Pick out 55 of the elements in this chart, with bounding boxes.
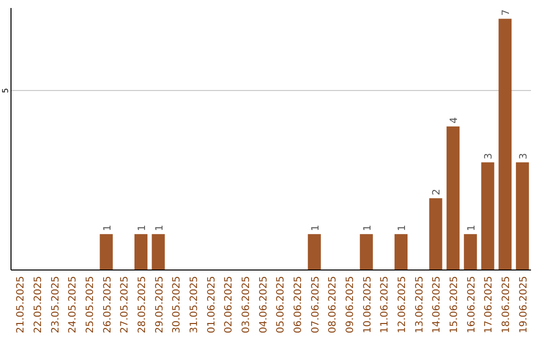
- x-tick-label: 08.06.2025: [328, 276, 339, 334]
- data-label: 2: [432, 188, 443, 196]
- x-tick-label: 17.06.2025: [484, 276, 495, 334]
- x-tick-label: 05.06.2025: [276, 276, 287, 334]
- data-label: 1: [136, 224, 148, 232]
- x-tick-label: 14.06.2025: [432, 276, 443, 334]
- x-tick-label: 28.05.2025: [136, 276, 148, 334]
- x-tick-label: 18.06.2025: [501, 276, 512, 334]
- data-label: 1: [397, 224, 408, 232]
- data-label: 1: [102, 224, 114, 232]
- bar: [464, 234, 477, 270]
- x-tick-label: 24.05.2025: [68, 276, 79, 334]
- x-tick-label: 15.06.2025: [449, 276, 460, 334]
- x-tick-label: 23.05.2025: [50, 276, 62, 334]
- bar: [481, 162, 494, 270]
- x-tick-label: 06.06.2025: [293, 276, 304, 334]
- x-tick-label: 11.06.2025: [380, 276, 391, 334]
- x-tick-label: 25.05.2025: [84, 276, 96, 334]
- x-tick-label: 01.06.2025: [206, 276, 218, 334]
- x-tick-label: 09.06.2025: [345, 276, 356, 334]
- bar: [308, 234, 321, 270]
- y-tick-label: 5: [1, 88, 10, 94]
- x-tick-label: 29.05.2025: [154, 276, 166, 334]
- x-tick-label: 26.05.2025: [102, 276, 114, 334]
- bar: [516, 162, 529, 270]
- x-tick-label: 03.06.2025: [240, 276, 252, 334]
- x-tick-label: 30.05.2025: [172, 276, 183, 334]
- x-tick-label: 13.06.2025: [414, 276, 426, 334]
- bar: [429, 198, 442, 270]
- data-label: 4: [449, 117, 460, 124]
- data-label: 7: [501, 9, 512, 16]
- x-tick-label: 27.05.2025: [120, 276, 131, 334]
- x-tick-label: 07.06.2025: [310, 276, 322, 334]
- x-tick-label: 19.06.2025: [518, 276, 530, 334]
- x-tick-label: 04.06.2025: [258, 276, 270, 334]
- bar: [446, 126, 460, 270]
- bar: [394, 234, 408, 270]
- data-label: 1: [310, 224, 322, 232]
- x-tick-label: 02.06.2025: [224, 276, 235, 334]
- bar: [152, 234, 165, 270]
- x-tick-label: 22.05.2025: [32, 276, 44, 334]
- x-tick-label: 16.06.2025: [466, 276, 478, 334]
- x-tick-label: 31.05.2025: [188, 276, 200, 334]
- bar: [134, 234, 148, 270]
- bar: [498, 18, 512, 270]
- data-label: 1: [362, 224, 374, 232]
- data-label: 3: [518, 152, 530, 160]
- data-label: 1: [154, 224, 166, 232]
- data-label: 1: [466, 224, 478, 232]
- bar: [360, 234, 373, 270]
- data-label: 3: [484, 152, 495, 160]
- x-tick-label: 12.06.2025: [397, 276, 408, 334]
- bar: [100, 234, 113, 270]
- x-tick-label: 10.06.2025: [362, 276, 374, 334]
- x-tick-label: 21.05.2025: [16, 276, 27, 334]
